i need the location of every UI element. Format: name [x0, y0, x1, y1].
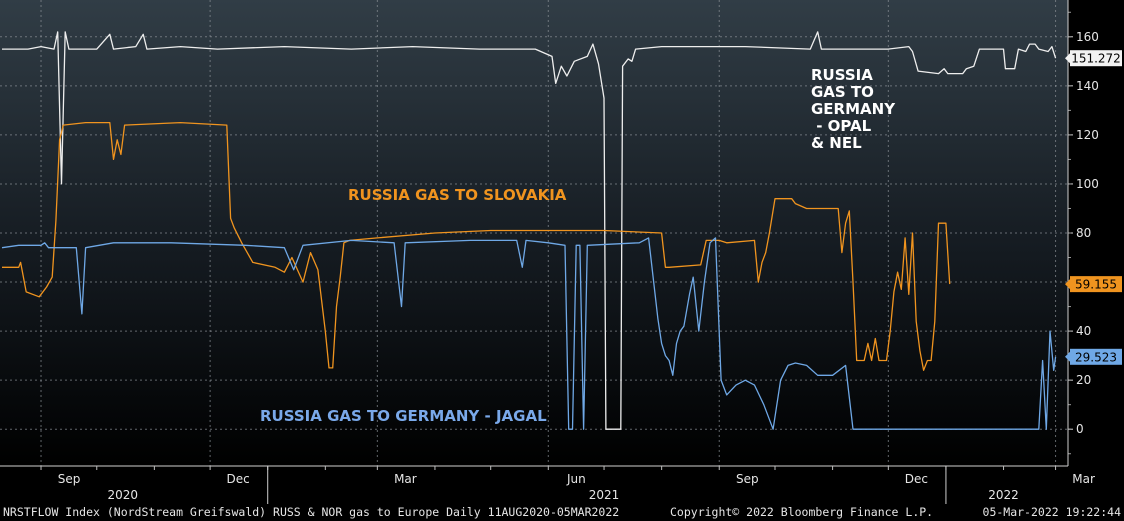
- axis-layer: 020406080100120140160SepDecMarJunSepDecM…: [0, 0, 1122, 504]
- series-line-0: [2, 31, 1057, 430]
- y-tick-label: 20: [1076, 373, 1091, 387]
- x-tick-label: Dec: [227, 472, 250, 486]
- y-tick-label: 120: [1076, 128, 1099, 142]
- series-line-2: [1, 237, 1057, 430]
- series-annotation-line: RUSSIA GAS TO GERMANY - JAGAL: [260, 407, 547, 425]
- last-value-label-0: 151.272: [1071, 52, 1121, 66]
- last-value-pointer-0: [1065, 53, 1070, 64]
- y-tick-label: 160: [1076, 30, 1099, 44]
- series-annotation-line: RUSSIA GAS TO SLOVAKIA: [348, 186, 567, 204]
- last-value-pointer-2: [1065, 351, 1070, 362]
- last-value-box-2: [1070, 348, 1122, 365]
- series-layer: [1, 31, 1057, 430]
- x-tick-label: Sep: [58, 472, 81, 486]
- x-year-label: 2020: [108, 488, 139, 502]
- y-tick-label: 40: [1076, 324, 1091, 338]
- x-tick-label: Jun: [566, 472, 586, 486]
- last-value-pointer-1: [1065, 279, 1070, 290]
- y-tick-label: 100: [1076, 177, 1099, 191]
- last-value-box-1: [1070, 276, 1122, 293]
- series-annotation-0: RUSSIA GAS TO GERMANY - OPAL & NEL: [811, 66, 896, 152]
- y-tick-label: 0: [1076, 422, 1084, 436]
- series-annotation-line: & NEL: [811, 134, 862, 152]
- footer-source: NRSTFLOW Index (NordStream Greifswald) R…: [3, 505, 619, 519]
- series-annotation-line: - OPAL: [811, 117, 872, 135]
- footer-timestamp: 05-Mar-2022 19:22:44: [983, 505, 1122, 519]
- footer-copyright: Copyright© 2022 Bloomberg Finance L.P.: [670, 505, 933, 519]
- last-value-label-1: 59.155: [1075, 278, 1117, 292]
- x-tick-label: Dec: [905, 472, 928, 486]
- series-annotation-2: RUSSIA GAS TO GERMANY - JAGAL: [260, 407, 547, 425]
- x-year-label: 2021: [589, 488, 620, 502]
- x-tick-label: Mar: [1072, 472, 1095, 486]
- x-tick-label: Mar: [394, 472, 417, 486]
- y-tick-label: 80: [1076, 226, 1091, 240]
- last-value-box-0: [1070, 50, 1122, 67]
- series-annotation-line: GERMANY: [811, 100, 896, 118]
- x-year-label: 2022: [988, 488, 1019, 502]
- x-tick-label: Sep: [736, 472, 759, 486]
- series-line-1: [2, 121, 951, 371]
- series-annotation-1: RUSSIA GAS TO SLOVAKIA: [348, 186, 567, 204]
- last-value-label-2: 29.523: [1075, 350, 1117, 364]
- series-annotation-line: GAS TO: [811, 83, 874, 101]
- series-annotation-line: RUSSIA: [811, 66, 873, 84]
- y-tick-label: 140: [1076, 79, 1099, 93]
